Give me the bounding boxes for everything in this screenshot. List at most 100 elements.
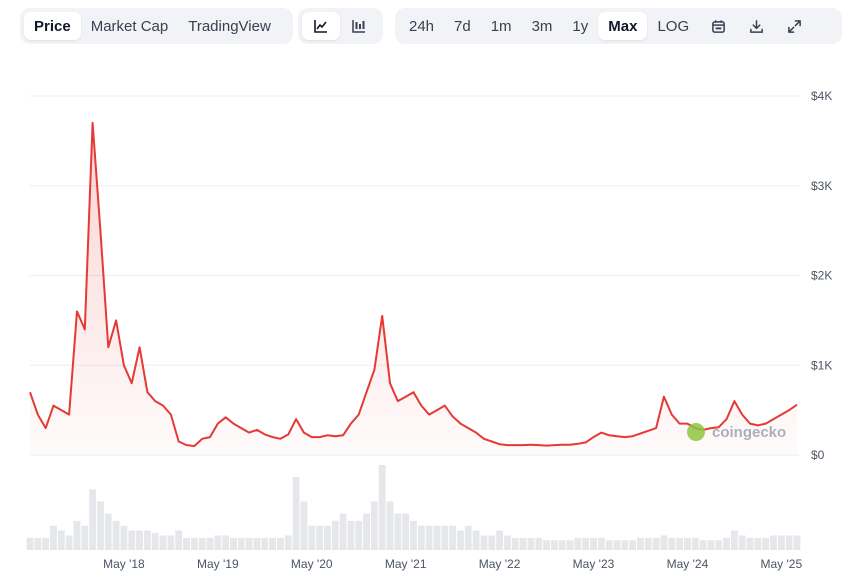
x-axis-labels: May '18 May '19 May '20 May '21 May '22 May '… [103, 557, 802, 571]
y-axis-labels: $0 $1K $2K $3K $4K [811, 89, 832, 462]
volume-bar [151, 533, 159, 550]
x-tick-label: May '22 [479, 557, 521, 571]
volume-bar [629, 540, 637, 550]
volume-bar [574, 537, 582, 550]
candlestick-chart-icon [352, 20, 365, 33]
expand-button[interactable] [775, 12, 813, 40]
price-tab[interactable]: Price [24, 12, 81, 40]
volume-bar [723, 537, 730, 550]
volume-bar [167, 535, 175, 550]
x-tick-label: May '21 [385, 557, 427, 571]
market-cap-tab[interactable]: Market Cap [90, 17, 169, 35]
volume-bar [370, 501, 378, 550]
y-tick-label: $4K [811, 89, 832, 103]
price-line [29, 121, 798, 447]
volume-bar [457, 530, 464, 550]
volume-bar [136, 530, 143, 550]
range-7d-button[interactable]: 7d [454, 17, 471, 35]
volume-bar [50, 525, 57, 550]
volume-bar [112, 520, 120, 550]
volume-bar [42, 537, 50, 550]
download-icon [749, 19, 763, 33]
volume-bar [261, 537, 269, 550]
range-selector: 24h 7d 1m 3m 1y Max LOG [395, 8, 842, 44]
volume-bar [566, 540, 574, 550]
volume-bar [676, 537, 684, 550]
range-3m-button[interactable]: 3m [531, 17, 553, 35]
volume-bar [707, 540, 715, 550]
volume-bar [652, 537, 660, 550]
volume-bar [292, 477, 300, 550]
volume-bar [644, 537, 652, 550]
calendar-button[interactable] [699, 12, 737, 40]
volume-bar [34, 537, 42, 550]
volume-bar [754, 537, 762, 550]
x-tick-label: May '19 [197, 557, 239, 571]
volume-bar [402, 513, 410, 550]
coingecko-watermark: coingecko [687, 423, 786, 441]
volume-bar [143, 530, 151, 550]
volume-bar [245, 537, 253, 550]
volume-bar [527, 537, 535, 550]
volume-bar [449, 525, 457, 550]
volume-bar [496, 530, 504, 550]
volume-bar [97, 501, 104, 550]
volume-bar [746, 537, 754, 550]
volume-bar [206, 537, 214, 550]
tradingview-tab[interactable]: TradingView [188, 17, 271, 35]
volume-bar [699, 540, 707, 550]
line-chart-button[interactable] [302, 12, 340, 40]
volume-bar [793, 535, 801, 550]
volume-bar [89, 489, 97, 550]
volume-bar [472, 530, 480, 550]
x-tick-label: May '18 [103, 557, 145, 571]
volume-bar [300, 501, 308, 550]
volume-bar [621, 540, 629, 550]
volume-bar [691, 537, 699, 550]
volume-bar [277, 537, 284, 550]
volume-bar [323, 525, 331, 550]
range-24h-button[interactable]: 24h [409, 17, 435, 35]
volume-bar [550, 540, 558, 550]
volume-bar [175, 530, 183, 550]
volume-bar [738, 535, 746, 550]
price-chart: $0$1K$2K$3K$4K coingecko May '18 May '19 M… [26, 89, 832, 571]
range-max-button[interactable]: Max [598, 12, 648, 40]
volume-bar [605, 540, 613, 550]
range-1m-button[interactable]: 1m [490, 17, 512, 35]
expand-icon [787, 19, 801, 33]
volume-bar [535, 537, 543, 550]
volume-bar [331, 520, 339, 550]
volume-bar [480, 535, 488, 550]
candlestick-chart-button[interactable] [340, 12, 378, 40]
volume-bar [613, 540, 621, 550]
volume-bar [590, 537, 597, 550]
volume-bar [237, 537, 245, 550]
volume-bar [715, 540, 723, 550]
gecko-logo-icon [687, 423, 705, 441]
volume-bar [269, 537, 277, 550]
volume-bar [785, 535, 793, 550]
volume-bar [57, 530, 65, 550]
volume-bar [65, 535, 73, 550]
volume-bar [339, 513, 347, 550]
range-1y-button[interactable]: 1y [572, 17, 589, 35]
x-tick-label: May '24 [667, 557, 709, 571]
volume-bar [26, 537, 34, 550]
volume-bar [198, 537, 206, 550]
volume-bar [441, 525, 449, 550]
volume-bar [190, 537, 198, 550]
volume-bar [230, 537, 237, 550]
volume-bar [770, 535, 777, 550]
y-tick-label: $0 [811, 448, 825, 462]
volume-bar [425, 525, 433, 550]
log-scale-button[interactable]: LOG [657, 17, 690, 35]
volume-bar [684, 537, 691, 550]
volume-bar [128, 530, 136, 550]
volume-bar [347, 520, 355, 550]
volume-bar [410, 520, 417, 550]
volume-bar [386, 501, 394, 550]
chart-type-selector [298, 8, 383, 44]
download-button[interactable] [737, 12, 775, 40]
volume-bar [355, 520, 363, 550]
